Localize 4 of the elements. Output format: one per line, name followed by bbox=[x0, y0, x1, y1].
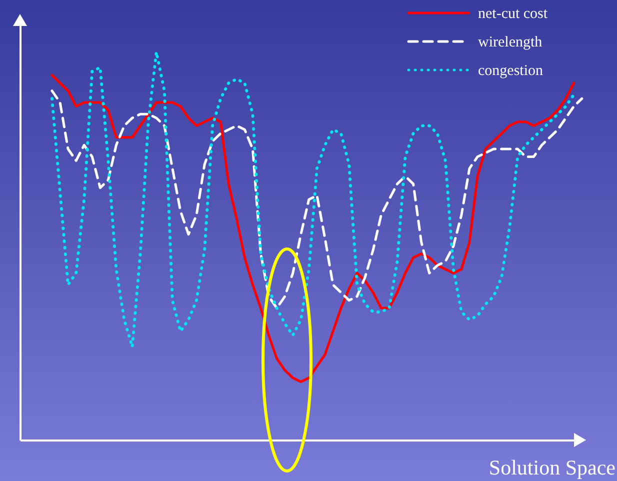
legend-label: wirelength bbox=[478, 34, 543, 50]
legend-label: net-cut cost bbox=[478, 6, 548, 22]
x-axis-title: Solution Space bbox=[488, 456, 616, 480]
legend-label: congestion bbox=[478, 63, 544, 79]
